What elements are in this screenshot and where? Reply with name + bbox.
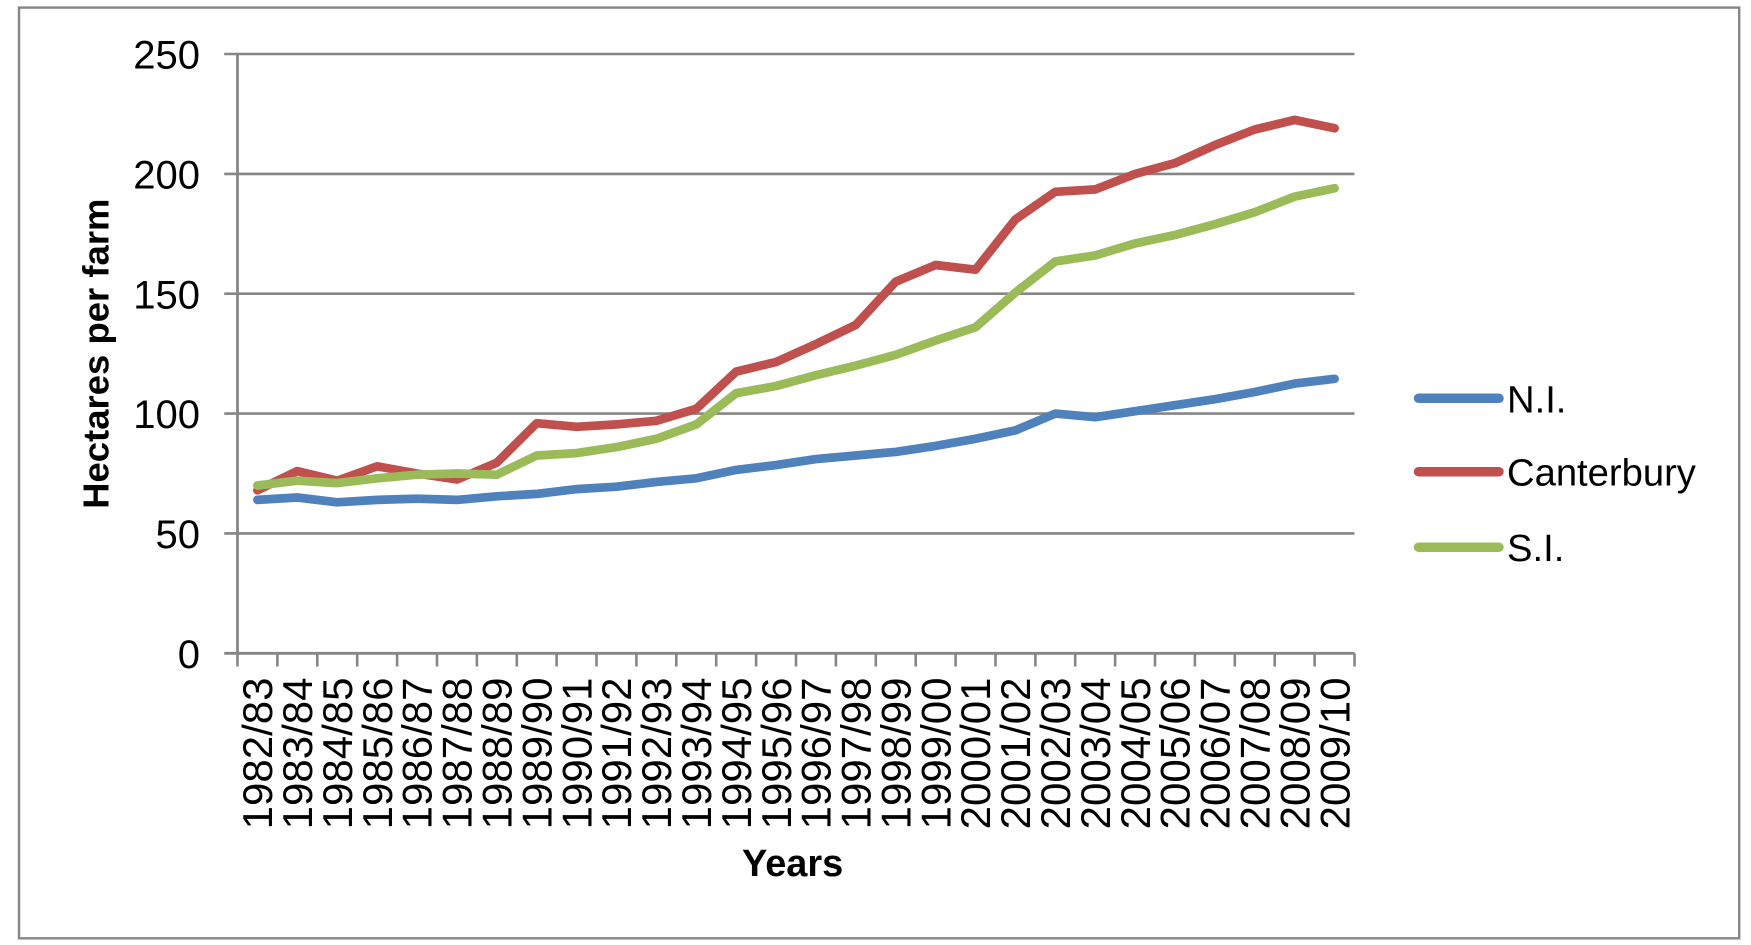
svg-text:1995/96: 1995/96 xyxy=(753,678,800,830)
svg-text:1991/92: 1991/92 xyxy=(593,678,640,830)
svg-text:1987/88: 1987/88 xyxy=(434,678,481,830)
svg-text:150: 150 xyxy=(133,273,200,317)
svg-text:1989/90: 1989/90 xyxy=(513,678,560,830)
svg-text:2008/09: 2008/09 xyxy=(1271,678,1318,830)
svg-text:1998/99: 1998/99 xyxy=(872,678,919,830)
svg-text:200: 200 xyxy=(133,154,200,198)
svg-text:1986/87: 1986/87 xyxy=(394,678,441,830)
svg-text:2009/10: 2009/10 xyxy=(1311,678,1358,830)
svg-text:1992/93: 1992/93 xyxy=(633,678,680,830)
svg-text:1999/00: 1999/00 xyxy=(912,678,959,830)
svg-text:2003/04: 2003/04 xyxy=(1072,678,1119,830)
svg-text:0: 0 xyxy=(178,633,200,677)
svg-text:Hectares per farm: Hectares per farm xyxy=(76,198,117,508)
svg-text:1985/86: 1985/86 xyxy=(354,678,401,830)
svg-text:2001/02: 2001/02 xyxy=(992,678,1039,830)
svg-text:2004/05: 2004/05 xyxy=(1112,678,1159,830)
svg-text:2002/03: 2002/03 xyxy=(1032,678,1079,830)
svg-text:S.I.: S.I. xyxy=(1507,527,1564,570)
svg-text:Canterbury: Canterbury xyxy=(1507,452,1697,495)
svg-text:1983/84: 1983/84 xyxy=(274,678,321,830)
svg-text:1993/94: 1993/94 xyxy=(673,678,720,830)
svg-text:100: 100 xyxy=(133,393,200,437)
svg-text:1996/97: 1996/97 xyxy=(793,678,840,830)
svg-text:Years: Years xyxy=(742,843,843,885)
svg-text:2005/06: 2005/06 xyxy=(1152,678,1199,830)
svg-text:2000/01: 2000/01 xyxy=(952,678,999,830)
svg-text:2007/08: 2007/08 xyxy=(1232,678,1279,830)
svg-text:1984/85: 1984/85 xyxy=(314,678,361,830)
svg-text:N.I.: N.I. xyxy=(1507,378,1566,421)
svg-text:1988/89: 1988/89 xyxy=(474,678,521,830)
svg-text:1994/95: 1994/95 xyxy=(713,678,760,830)
svg-text:1997/98: 1997/98 xyxy=(833,678,880,830)
svg-text:1982/83: 1982/83 xyxy=(234,678,281,830)
svg-text:2006/07: 2006/07 xyxy=(1192,678,1239,830)
svg-text:1990/91: 1990/91 xyxy=(553,678,600,830)
svg-text:250: 250 xyxy=(133,34,200,78)
svg-text:50: 50 xyxy=(156,513,201,557)
